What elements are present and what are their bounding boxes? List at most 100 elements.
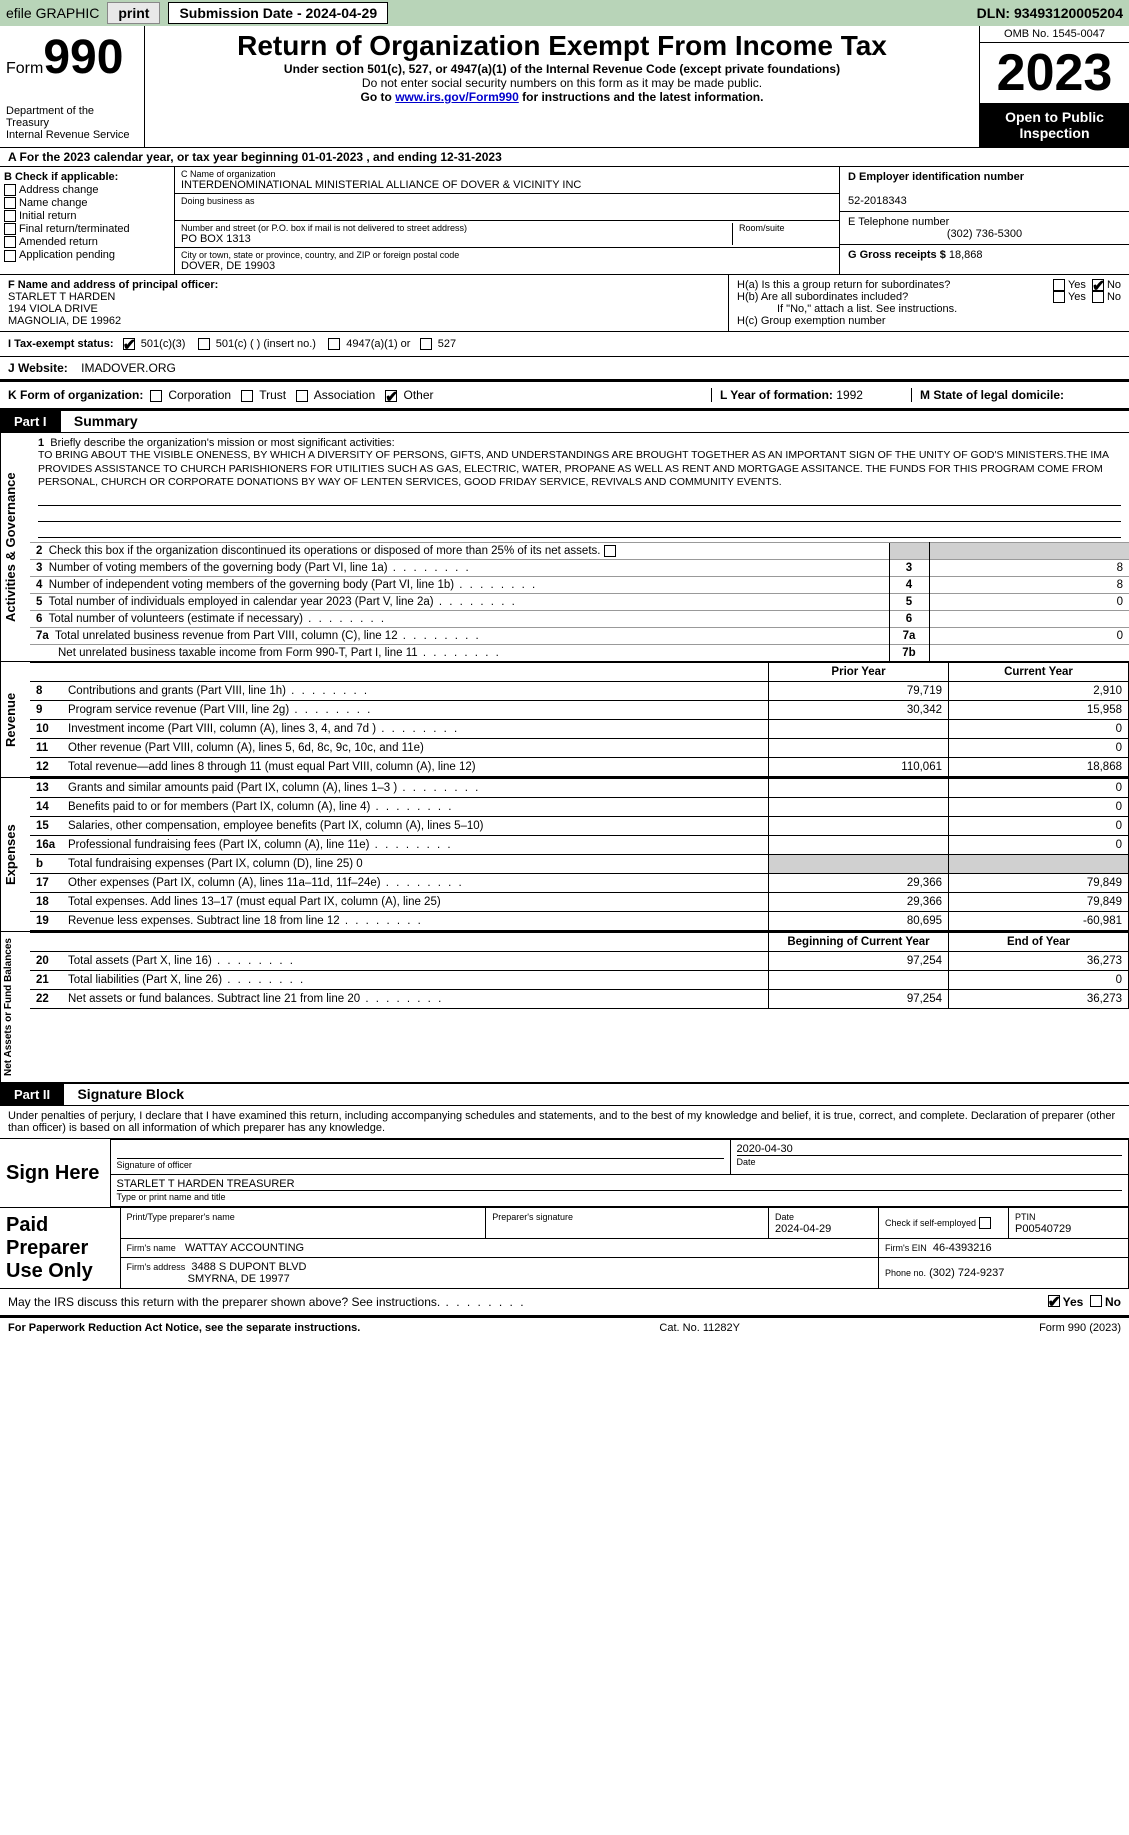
vert-activities: Activities & Governance [0,433,30,661]
irs-link[interactable]: www.irs.gov/Form990 [395,90,519,104]
ha-lbl: H(a) Is this a group return for subordin… [737,279,1053,291]
hb-yes[interactable] [1053,291,1065,303]
name-block: C Name of organization INTERDENOMINATION… [175,167,839,274]
form-header: Form990 Department of the Treasury Inter… [0,26,1129,148]
expenses-table: 13Grants and similar amounts paid (Part … [30,778,1129,931]
paid-preparer-table: Paid Preparer Use Only Print/Type prepar… [0,1207,1129,1289]
gross-lbl: G Gross receipts $ [848,249,946,261]
may-no[interactable] [1090,1295,1102,1307]
website: IMADOVER.ORG [81,361,176,375]
v7a: 0 [929,628,1129,645]
city-lbl: City or town, state or province, country… [181,250,833,260]
v7b [929,645,1129,662]
chk-amended[interactable] [4,236,16,248]
omb-number: OMB No. 1545-0047 [980,26,1129,43]
part1-hdr: Part I [0,411,61,432]
expenses-section: Expenses 13Grants and similar amounts pa… [0,778,1129,932]
tax-year: 2023 [980,43,1129,103]
chk-527[interactable] [420,338,432,350]
chk-initial[interactable] [4,210,16,222]
year-formation: 1992 [836,388,863,402]
perjury: Under penalties of perjury, I declare th… [0,1106,1129,1139]
chk-app-pending[interactable] [4,250,16,262]
dept-treasury: Department of the Treasury Internal Reve… [6,105,138,141]
pra-notice: For Paperwork Reduction Act Notice, see … [8,1322,360,1334]
hb-lbl: H(b) Are all subordinates included? [737,291,1053,303]
check-hdr: B Check if applicable: [4,171,118,183]
m-lbl: M State of legal domicile: [920,388,1064,402]
officer-print: STARLET T HARDEN TREASURER [117,1178,1123,1191]
sig-off-lbl: Signature of officer [117,1160,192,1170]
chk-assoc[interactable] [296,390,308,402]
officer-lbl: F Name and address of principal officer: [8,279,218,291]
goto-prefix: Go to [361,90,396,104]
v3: 8 [929,560,1129,577]
chk-discontinued[interactable] [604,545,616,557]
city: DOVER, DE 19903 [181,260,833,272]
revenue-table: Prior YearCurrent Year 8Contributions an… [30,662,1129,777]
room-lbl: Room/suite [739,223,833,233]
klm-row: K Form of organization: Corporation Trus… [0,382,1129,411]
open-public: Open to Public Inspection [980,103,1129,147]
k-lbl: K Form of organization: [8,388,143,402]
form-number: 990 [43,31,123,84]
sign-here-table: Sign Here Signature of officer 2020-04-3… [0,1139,1129,1207]
chk-501c[interactable] [198,338,210,350]
hc-lbl: H(c) Group exemption number [737,315,1121,327]
officer-addr1: 194 VIOLA DRIVE [8,303,98,315]
form-label: Form [6,60,43,77]
netassets-table: Beginning of Current YearEnd of Year 20T… [30,932,1129,1009]
paid-lbl: Paid Preparer Use Only [0,1208,120,1289]
dln: DLN: 93493120005204 [977,5,1123,21]
print-button[interactable]: print [107,2,160,24]
chk-final[interactable] [4,223,16,235]
ha-yes[interactable] [1053,279,1065,291]
chk-corp[interactable] [150,390,162,402]
chk-4947[interactable] [328,338,340,350]
chk-501c3[interactable] [123,338,135,350]
officer-addr2: MAGNOLIA, DE 19962 [8,315,121,327]
chk-trust[interactable] [241,390,253,402]
right-info: D Employer identification number 52-2018… [839,167,1129,274]
i-lbl: I Tax-exempt status: [8,338,114,350]
addr-lbl: Number and street (or P.O. box if mail i… [181,223,726,233]
ssn-note: Do not enter social security numbers on … [155,76,969,90]
org-name: INTERDENOMINATIONAL MINISTERIAL ALLIANCE… [181,179,833,191]
officer-left: F Name and address of principal officer:… [0,275,729,331]
governance-table: 2 Check this box if the organization dis… [30,542,1129,661]
cat-no: Cat. No. 11282Y [659,1322,740,1334]
part1-title-text: Summary [64,413,138,429]
hb-note: If "No," attach a list. See instructions… [737,303,1121,315]
may-yes[interactable] [1048,1295,1060,1307]
goto-suffix: for instructions and the latest informat… [519,90,764,104]
chk-other[interactable] [385,390,397,402]
part2-hdr: Part II [0,1084,64,1105]
vert-expenses: Expenses [0,778,30,931]
hb-no[interactable] [1092,291,1104,303]
chk-address[interactable] [4,184,16,196]
phone: (302) 736-5300 [947,228,1022,240]
type-lbl: Type or print name and title [117,1192,226,1202]
submission-date: Submission Date - 2024-04-29 [168,2,388,24]
form-footer: Form 990 (2023) [1039,1322,1121,1334]
dba-lbl: Doing business as [181,196,833,206]
chk-self-emp[interactable] [979,1217,991,1229]
org-name-lbl: C Name of organization [181,169,833,179]
v6 [929,611,1129,628]
form-subtitle: Under section 501(c), 527, or 4947(a)(1)… [155,62,969,76]
po-box: PO BOX 1313 [181,233,726,245]
v5: 0 [929,594,1129,611]
top-bar: efile GRAPHIC print Submission Date - 20… [0,0,1129,26]
header-mid: Return of Organization Exempt From Incom… [145,26,979,147]
v4: 8 [929,577,1129,594]
h-block: H(a) Is this a group return for subordin… [729,275,1129,331]
line1-lbl: Briefly describe the organization's miss… [50,437,394,449]
l-lbl: L Year of formation: [720,388,833,402]
gross-receipts: 18,868 [949,249,983,261]
ha-no[interactable] [1092,279,1104,291]
website-row: J Website: IMADOVER.ORG [0,357,1129,382]
officer-row: F Name and address of principal officer:… [0,275,1129,332]
ein: 52-2018343 [848,195,907,207]
mission-text: TO BRING ABOUT THE VISIBLE ONENESS, BY W… [38,449,1108,488]
chk-name[interactable] [4,197,16,209]
